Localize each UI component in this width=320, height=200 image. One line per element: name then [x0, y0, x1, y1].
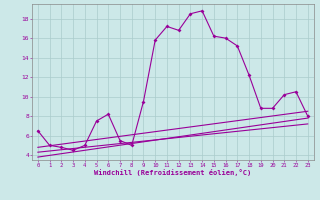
- X-axis label: Windchill (Refroidissement éolien,°C): Windchill (Refroidissement éolien,°C): [94, 169, 252, 176]
